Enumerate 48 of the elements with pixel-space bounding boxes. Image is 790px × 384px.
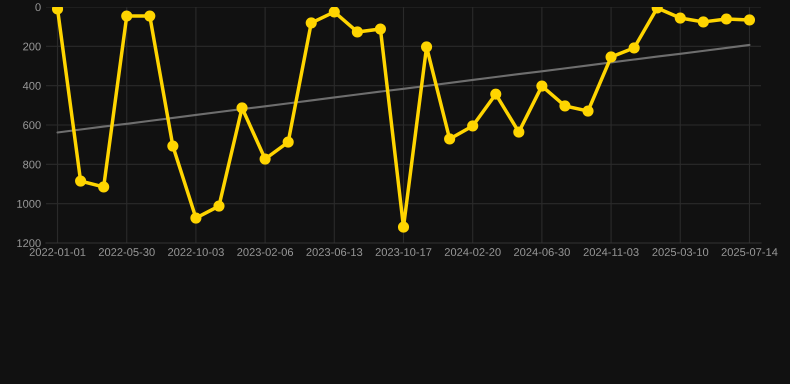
x-tick-label: 2022-01-01 — [30, 248, 86, 256]
point — [467, 120, 478, 132]
point — [236, 102, 248, 114]
point — [606, 51, 617, 63]
point — [260, 153, 271, 165]
y-tick-label: 0 — [35, 3, 41, 12]
y-tick-label: 200 — [23, 42, 41, 50]
point — [444, 133, 456, 145]
point — [374, 23, 386, 35]
point — [536, 80, 548, 92]
x-tick-label: 2025-03-10 — [652, 248, 708, 256]
point — [698, 16, 709, 28]
point — [421, 41, 432, 52]
point — [582, 105, 594, 117]
point — [559, 100, 571, 112]
point — [720, 13, 732, 25]
x-tick-label: 2024-06-30 — [514, 248, 570, 256]
x-tick-label: 2022-10-03 — [168, 248, 224, 256]
point — [513, 126, 524, 138]
x-tick-label: 2023-10-17 — [376, 248, 432, 256]
line-series — [56, 44, 751, 134]
x-tick-label: 2022-05-30 — [98, 248, 155, 256]
point — [744, 14, 756, 26]
x-tick-label: 2023-06-13 — [306, 248, 362, 256]
point — [121, 10, 132, 22]
point — [282, 136, 294, 148]
point — [98, 181, 110, 193]
point — [167, 140, 178, 152]
point — [674, 12, 686, 24]
point — [213, 200, 225, 212]
y-tick-label: 800 — [23, 160, 41, 168]
point — [306, 17, 317, 28]
x-tick-label: 2025-07-14 — [722, 248, 778, 256]
point — [628, 42, 640, 54]
x-tick-label: 2024-02-20 — [444, 248, 501, 256]
point — [352, 26, 363, 38]
point — [75, 175, 86, 187]
y-tick-label: 600 — [23, 121, 41, 130]
point — [398, 222, 410, 233]
point — [328, 7, 340, 18]
y-tick-label: 400 — [22, 82, 41, 90]
point — [190, 212, 202, 224]
y-tick-label: 1000 — [17, 200, 41, 208]
point — [144, 10, 156, 22]
x-tick-label: 2023-02-06 — [237, 248, 294, 256]
point — [490, 88, 502, 100]
x-tick-label: 2024-11-03 — [584, 248, 639, 256]
y-tick-label: 1200 — [17, 239, 41, 248]
